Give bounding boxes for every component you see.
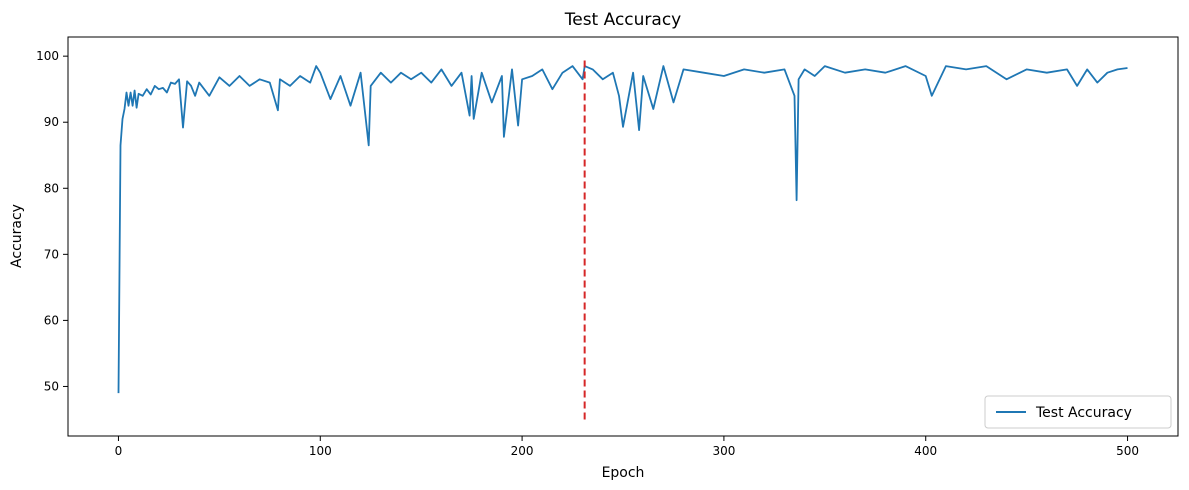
x-tick-label: 500: [1116, 444, 1139, 458]
chart-title: Test Accuracy: [564, 10, 682, 30]
legend-box: [984, 395, 1172, 429]
plot-area: [117, 57, 1128, 420]
x-tick-label: 400: [914, 444, 937, 458]
y-tick-label: 100: [36, 49, 59, 63]
legend-label-test-accuracy: Test Accuracy: [1035, 405, 1132, 421]
x-tick-label: 300: [712, 444, 735, 458]
axis-ticks: 0 100 200 300 400 500 50 60 70 80 90 100: [36, 49, 1139, 458]
y-tick-label: 70: [44, 247, 59, 261]
series-line-test-accuracy: [117, 65, 1128, 394]
x-tick-label: 100: [309, 444, 332, 458]
y-axis-label: Accuracy: [9, 204, 25, 268]
y-tick-label: 60: [44, 313, 59, 327]
x-tick-label: 200: [511, 444, 534, 458]
axes-frame: [67, 36, 1179, 437]
y-tick-label: 50: [44, 379, 59, 393]
y-tick-label: 80: [44, 181, 59, 195]
x-tick-label: 0: [115, 444, 123, 458]
legend: Test Accuracy: [984, 395, 1172, 429]
x-axis-label: Epoch: [602, 465, 645, 481]
y-tick-label: 90: [44, 115, 59, 129]
